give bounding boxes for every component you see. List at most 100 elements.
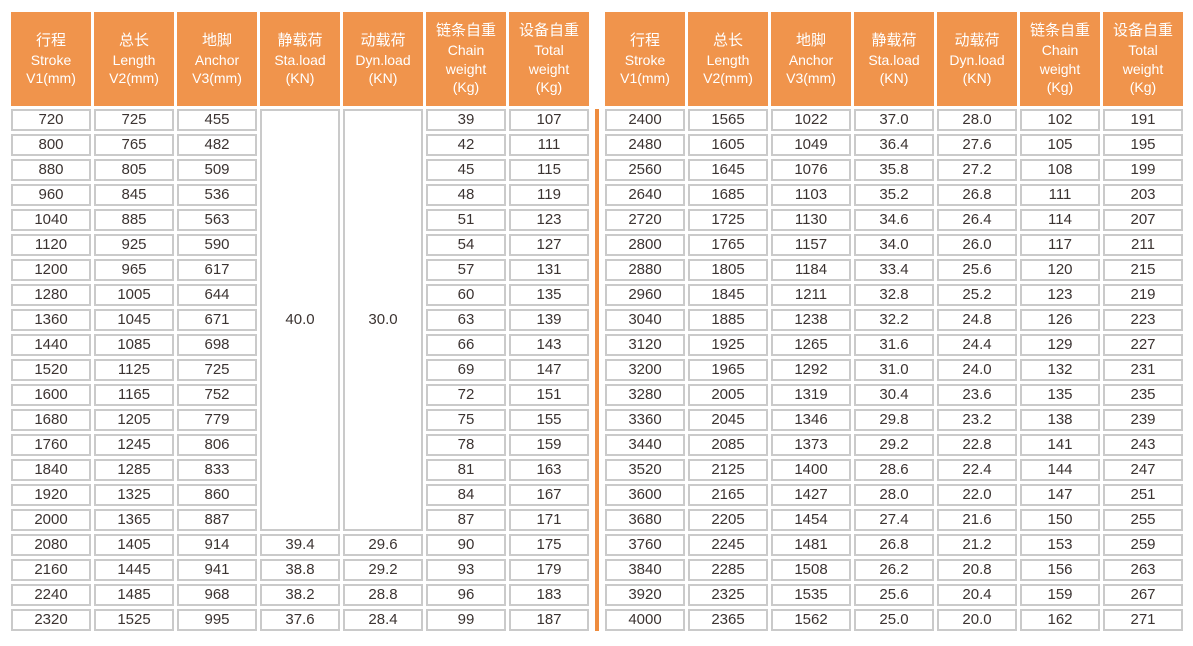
data-cell-dyn-load: 24.4 [937, 334, 1017, 356]
data-cell-length: 2045 [688, 409, 768, 431]
data-cell-length: 1525 [94, 609, 174, 631]
data-cell-stroke: 2720 [605, 209, 685, 231]
header-row: 行程 Stroke V1(mm) 总长 Length V2(mm) 地脚 Anchor V3(m… [605, 12, 1183, 106]
data-cell-dyn-load: 24.8 [937, 309, 1017, 331]
table-row: 880 805 509 45 115 [11, 159, 589, 181]
data-cell-anchor: 1346 [771, 409, 851, 431]
data-cell-anchor: 1157 [771, 234, 851, 256]
data-cell-sta-load: 38.2 [260, 584, 340, 606]
data-cell-total-weight: 167 [509, 484, 589, 506]
data-cell-total-weight: 127 [509, 234, 589, 256]
table-row: 1680 1205 779 75 155 [11, 409, 589, 431]
data-cell-anchor: 509 [177, 159, 257, 181]
data-cell-length: 1965 [688, 359, 768, 381]
data-cell-anchor: 752 [177, 384, 257, 406]
data-cell-total-weight: 131 [509, 259, 589, 281]
data-cell-stroke: 3200 [605, 359, 685, 381]
header-line: V1(mm) [620, 70, 670, 86]
data-cell-total-weight: 135 [509, 284, 589, 306]
table-row: 1200 965 617 57 131 [11, 259, 589, 281]
data-cell-sta-load: 27.4 [854, 509, 934, 531]
header-line: 链条自重 [435, 22, 496, 40]
table-row: 3360 2045 1346 29.8 23.2 138 239 [605, 409, 1183, 431]
data-cell-stroke: 3360 [605, 409, 685, 431]
data-cell-total-weight: 215 [1103, 259, 1183, 281]
data-cell-chain-weight: 81 [426, 459, 506, 481]
data-cell-anchor: 698 [177, 334, 257, 356]
data-cell-sta-load: 26.2 [854, 559, 934, 581]
column-header-chain-weight: 链条自重 Chain weight (Kg) [426, 12, 506, 106]
data-cell-length: 1005 [94, 284, 174, 306]
data-cell-total-weight: 123 [509, 209, 589, 231]
data-cell-anchor: 1238 [771, 309, 851, 331]
data-cell-stroke: 800 [11, 134, 91, 156]
table-row: 3520 2125 1400 28.6 22.4 144 247 [605, 459, 1183, 481]
data-cell-chain-weight: 78 [426, 434, 506, 456]
data-cell-total-weight: 219 [1103, 284, 1183, 306]
data-cell-total-weight: 199 [1103, 159, 1183, 181]
data-cell-total-weight: 163 [509, 459, 589, 481]
data-cell-sta-load: 32.2 [854, 309, 934, 331]
data-cell-total-weight: 143 [509, 334, 589, 356]
table-row: 3680 2205 1454 27.4 21.6 150 255 [605, 509, 1183, 531]
table-row: 1840 1285 833 81 163 [11, 459, 589, 481]
data-cell-anchor: 941 [177, 559, 257, 581]
data-cell-total-weight: 155 [509, 409, 589, 431]
data-cell-anchor: 1481 [771, 534, 851, 556]
data-cell-length: 925 [94, 234, 174, 256]
data-cell-total-weight: 263 [1103, 559, 1183, 581]
data-cell-chain-weight: 141 [1020, 434, 1100, 456]
column-header-dyn-load: 动载荷 Dyn.load (KN) [343, 12, 423, 106]
data-cell-chain-weight: 132 [1020, 359, 1100, 381]
column-header-stroke: 行程 Stroke V1(mm) [11, 12, 91, 106]
data-cell-sta-load: 25.6 [854, 584, 934, 606]
data-cell-length: 1405 [94, 534, 174, 556]
data-cell-stroke: 3440 [605, 434, 685, 456]
data-cell-stroke: 2480 [605, 134, 685, 156]
data-cell-chain-weight: 123 [1020, 284, 1100, 306]
data-cell-total-weight: 119 [509, 184, 589, 206]
data-cell-dyn-load: 21.2 [937, 534, 1017, 556]
data-cell-length: 2285 [688, 559, 768, 581]
data-cell-dyn-load: 24.0 [937, 359, 1017, 381]
data-cell-length: 1605 [688, 134, 768, 156]
data-cell-stroke: 3120 [605, 334, 685, 356]
column-header-dyn-load: 动载荷 Dyn.load (KN) [937, 12, 1017, 106]
data-cell-dyn-load: 29.2 [343, 559, 423, 581]
data-cell-stroke: 1680 [11, 409, 91, 431]
table-row: 2080 1405 914 39.4 29.6 90 175 [11, 534, 589, 556]
data-cell-total-weight: 171 [509, 509, 589, 531]
data-cell-stroke: 1600 [11, 384, 91, 406]
data-cell-chain-weight: 90 [426, 534, 506, 556]
data-cell-total-weight: 195 [1103, 134, 1183, 156]
header-line: 设备自重 [518, 22, 579, 40]
data-cell-anchor: 617 [177, 259, 257, 281]
data-cell-chain-weight: 120 [1020, 259, 1100, 281]
data-cell-anchor: 914 [177, 534, 257, 556]
data-cell-chain-weight: 42 [426, 134, 506, 156]
table-row: 2560 1645 1076 35.8 27.2 108 199 [605, 159, 1183, 181]
data-cell-total-weight: 147 [509, 359, 589, 381]
data-cell-sta-load: 39.4 [260, 534, 340, 556]
data-cell-stroke: 1280 [11, 284, 91, 306]
table-row: 2160 1445 941 38.8 29.2 93 179 [11, 559, 589, 581]
table-row: 3120 1925 1265 31.6 24.4 129 227 [605, 334, 1183, 356]
data-cell-chain-weight: 99 [426, 609, 506, 631]
data-cell-anchor: 1292 [771, 359, 851, 381]
data-cell-length: 1485 [94, 584, 174, 606]
data-cell-dyn-load: 22.4 [937, 459, 1017, 481]
data-cell-sta-load: 36.4 [854, 134, 934, 156]
data-cell-length: 1885 [688, 309, 768, 331]
table-row: 1760 1245 806 78 159 [11, 434, 589, 456]
data-cell-chain-weight: 51 [426, 209, 506, 231]
header-line: V3(mm) [786, 70, 836, 86]
data-cell-stroke: 960 [11, 184, 91, 206]
data-cell-chain-weight: 153 [1020, 534, 1100, 556]
data-cell-stroke: 2240 [11, 584, 91, 606]
header-line: weight [1039, 60, 1081, 77]
header-line: (KN) [285, 70, 315, 86]
data-cell-dyn-load: 28.0 [937, 109, 1017, 131]
data-cell-anchor: 644 [177, 284, 257, 306]
data-cell-length: 725 [94, 109, 174, 131]
data-cell-anchor: 1265 [771, 334, 851, 356]
